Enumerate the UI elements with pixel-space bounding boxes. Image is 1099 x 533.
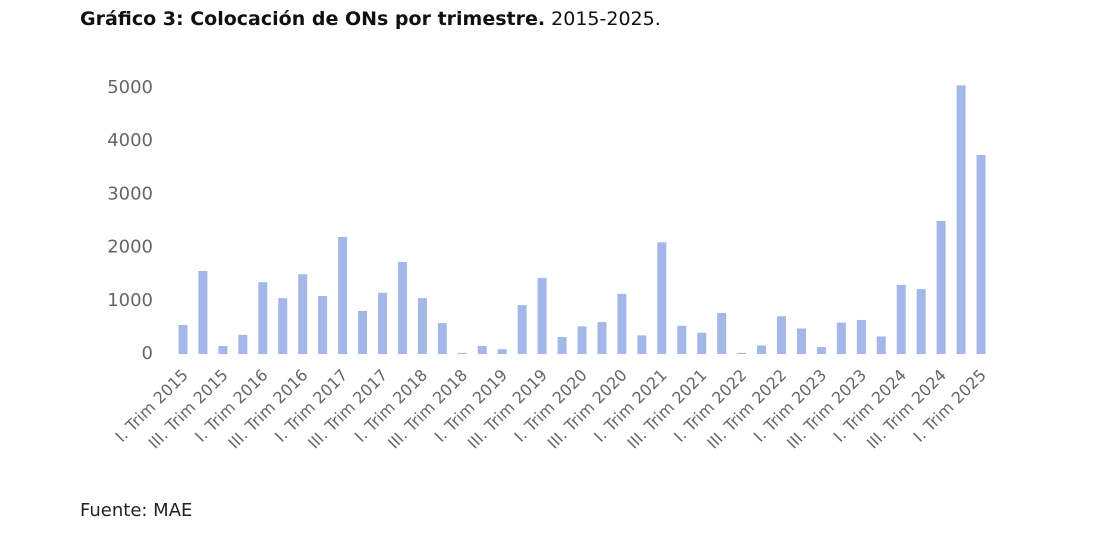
bar (876, 336, 886, 354)
bar (557, 336, 567, 354)
bar (757, 345, 767, 354)
bar (657, 242, 667, 354)
bar (238, 334, 248, 354)
bar (477, 346, 487, 354)
bar (198, 271, 208, 354)
y-tick-label: 0 (142, 343, 153, 364)
bar (417, 298, 427, 354)
bar (338, 236, 348, 354)
title-bold: Gráfico 3: Colocación de ONs por trimest… (80, 8, 546, 30)
bar (796, 328, 806, 354)
bar (218, 346, 228, 354)
chart-title: Gráfico 3: Colocación de ONs por trimest… (80, 8, 661, 30)
bar (457, 352, 467, 354)
bar (737, 352, 747, 354)
bar (537, 277, 547, 354)
bar (896, 284, 906, 354)
y-tick-label: 2000 (107, 237, 153, 258)
y-tick-label: 5000 (107, 77, 153, 98)
bar (577, 326, 587, 354)
y-tick-label: 1000 (107, 290, 153, 311)
bar (178, 325, 188, 354)
bar (717, 313, 727, 354)
bar (816, 347, 826, 354)
bar (777, 316, 787, 354)
bar (517, 305, 527, 354)
bar (836, 322, 846, 354)
source-note: Fuente: MAE (80, 500, 193, 521)
bar (976, 155, 986, 354)
bar (597, 322, 607, 354)
bar (258, 282, 268, 354)
bar (298, 274, 308, 354)
bar (318, 296, 328, 354)
bar (637, 335, 647, 354)
y-tick-label: 3000 (107, 183, 153, 204)
subtitle: 2015-2025. (551, 8, 661, 30)
bar (278, 298, 288, 354)
bar (956, 85, 966, 354)
bar (916, 289, 926, 354)
y-tick-label: 4000 (107, 130, 153, 151)
bar (397, 261, 407, 354)
bar (856, 319, 866, 354)
bar (617, 293, 627, 354)
bar (358, 310, 368, 354)
bar (936, 221, 946, 354)
bar (697, 332, 707, 354)
bar (497, 349, 507, 354)
bar (437, 323, 447, 354)
bar (677, 325, 687, 354)
bar (377, 292, 387, 354)
